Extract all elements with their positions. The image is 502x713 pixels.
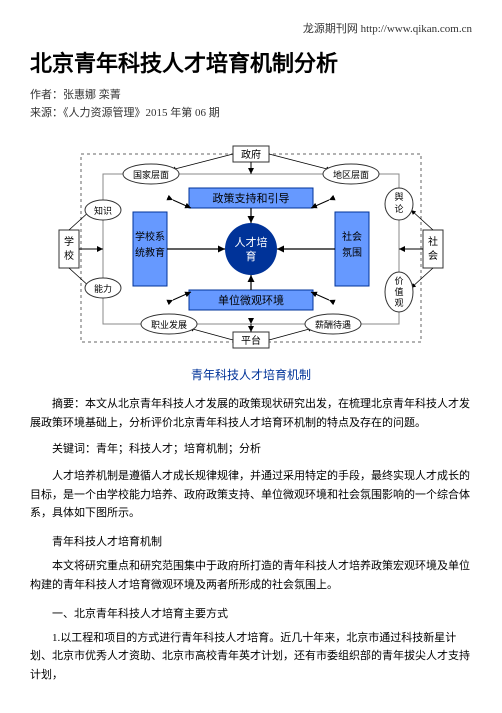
- el-tr: 地区层面: [333, 169, 369, 180]
- right-side1: 社: [428, 235, 438, 248]
- el-rt2: 论: [394, 203, 403, 214]
- page-title: 北京青年科技人才培育机制分析: [30, 46, 472, 78]
- author-line: 作者：张惠娜 栾菁: [30, 86, 472, 102]
- body-p1: 人才培养机制是遵循人才成长规律规律，并通过采用特定的手段，最终实现人才成长的目标…: [30, 467, 472, 523]
- right-side2: 会: [428, 249, 438, 262]
- el-tl: 国家层面: [133, 169, 169, 180]
- section-1: 一、北京青年科技人才培育主要方式: [30, 605, 472, 621]
- left-box-t2: 统教育: [135, 246, 165, 259]
- right-box-t2: 氛围: [342, 246, 362, 259]
- diagram-svg: 人才培 育 政策支持和引导 单位微观环境 学校系 统教育 社会 氛围: [41, 132, 461, 362]
- body-h2: 青年科技人才培育机制: [30, 533, 472, 549]
- el-bl: 职业发展: [151, 319, 187, 330]
- body-p3: 本文将研究重点和研究范围集中于政府所打造的青年科技人才培养政策宏观环境及单位构建…: [30, 557, 472, 594]
- source-link: 龙源期刊网 http://www.qikan.com.cn: [30, 20, 472, 36]
- el-lb: 能力: [94, 283, 112, 294]
- el-lt: 知识: [94, 205, 112, 216]
- left-side1: 学: [64, 235, 74, 248]
- diagram-caption: 青年科技人才培育机制: [30, 366, 472, 383]
- left-box-t1: 学校系: [135, 230, 165, 243]
- top-box-text: 政策支持和引导: [213, 191, 290, 205]
- bottom-box-text: 单位微观环境: [218, 293, 284, 307]
- top-small: 政府: [241, 148, 261, 161]
- right-box-t1: 社会: [342, 230, 362, 243]
- el-rb3: 观: [394, 298, 403, 308]
- circle-text2: 育: [246, 249, 257, 263]
- circle-text1: 人才培: [235, 235, 268, 249]
- keywords: 关键词：青年；科技人才；培育机制；分析: [30, 440, 472, 459]
- el-rb1: 价: [394, 276, 403, 286]
- abstract: 摘要：本文从北京青年科技人才发展的政策现状研究出发，在梳理北京青年科技人才发展政…: [30, 395, 472, 432]
- diagram: 人才培 育 政策支持和引导 单位微观环境 学校系 统教育 社会 氛围: [30, 132, 472, 383]
- section-1-p1: 1.以工程和项目的方式进行青年科技人才培育。近几十年来，北京市通过科技新星计划、…: [30, 629, 472, 685]
- left-side2: 校: [64, 249, 74, 262]
- el-br: 薪酬待遇: [315, 319, 351, 330]
- el-rb2: 值: [394, 286, 403, 297]
- source-line: 来源：《人力资源管理》2015 年第 06 期: [30, 104, 472, 120]
- el-rt1: 舆: [394, 191, 403, 202]
- bottom-small: 平台: [241, 334, 261, 347]
